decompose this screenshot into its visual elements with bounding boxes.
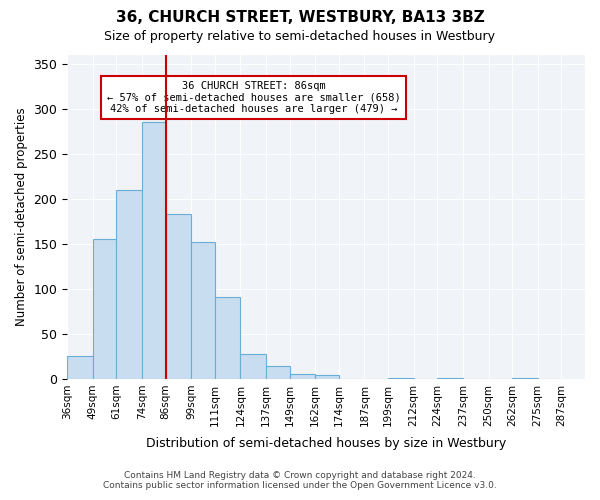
Text: Contains HM Land Registry data © Crown copyright and database right 2024.
Contai: Contains HM Land Registry data © Crown c…: [103, 470, 497, 490]
Bar: [93, 240, 116, 379]
Bar: [266, 366, 290, 379]
Bar: [388, 378, 413, 379]
Bar: [67, 356, 93, 379]
Bar: [166, 214, 191, 379]
Text: Size of property relative to semi-detached houses in Westbury: Size of property relative to semi-detach…: [104, 30, 496, 43]
X-axis label: Distribution of semi-detached houses by size in Westbury: Distribution of semi-detached houses by …: [146, 437, 506, 450]
Y-axis label: Number of semi-detached properties: Number of semi-detached properties: [15, 108, 28, 326]
Bar: [437, 378, 463, 379]
Bar: [215, 297, 241, 379]
Bar: [191, 242, 215, 379]
Bar: [512, 378, 538, 379]
Bar: [142, 122, 166, 379]
Bar: [241, 354, 266, 379]
Bar: [116, 190, 142, 379]
Text: 36, CHURCH STREET, WESTBURY, BA13 3BZ: 36, CHURCH STREET, WESTBURY, BA13 3BZ: [116, 10, 484, 25]
Bar: [290, 374, 315, 379]
Bar: [315, 376, 339, 379]
Text: 36 CHURCH STREET: 86sqm
← 57% of semi-detached houses are smaller (658)
42% of s: 36 CHURCH STREET: 86sqm ← 57% of semi-de…: [107, 81, 400, 114]
